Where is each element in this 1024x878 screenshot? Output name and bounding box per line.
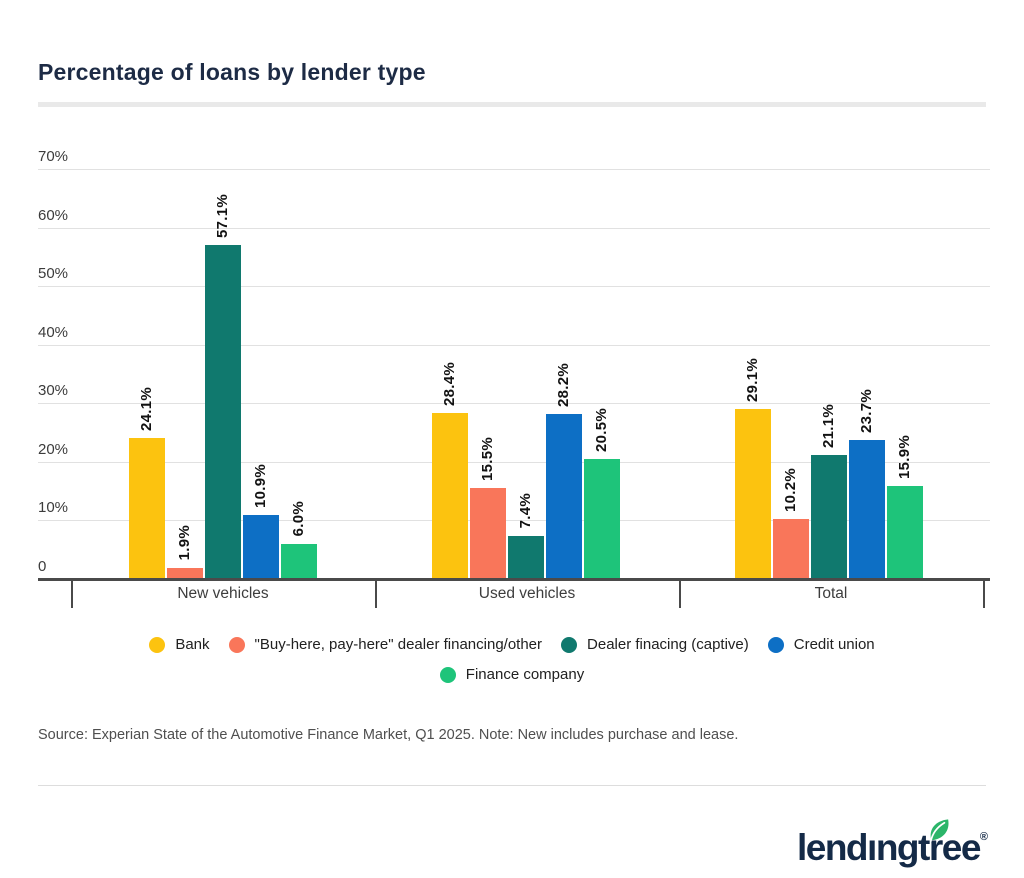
bar-value-label: 10.9% (252, 464, 269, 509)
y-axis-label: 0 (38, 558, 47, 575)
bar-total-series-2 (773, 519, 809, 579)
x-axis-tick (679, 579, 681, 608)
gridline-70% (38, 169, 990, 170)
y-axis-label: 40% (38, 323, 69, 341)
bar-used-vehicles-series-3 (508, 535, 544, 579)
bar-new-vehicles-series-1 (129, 437, 165, 579)
gridline-40% (38, 344, 990, 346)
bar-value-label: 24.1% (138, 386, 155, 431)
legend-row-2: Finance company (439, 666, 585, 683)
legend-dot-icon (228, 636, 245, 653)
y-axis-label: 60% (38, 206, 69, 224)
chart-title: Percentage of loans by lender type (38, 59, 426, 85)
title-divider (38, 102, 986, 107)
gridline-10% (38, 520, 990, 522)
bar-total-series-3 (811, 455, 847, 579)
bar-total-series-4 (849, 440, 885, 579)
legend-dot-icon (767, 636, 784, 653)
category-label-new-vehicles: New vehicles (177, 585, 269, 602)
x-axis-tick (983, 579, 985, 608)
bar-value-label: 57.1% (214, 193, 231, 238)
bar-used-vehicles-series-5 (584, 458, 620, 579)
chart-legend: Bank "Buy-here, pay-here" dealer financin… (0, 636, 1024, 683)
x-axis-tick (71, 579, 73, 608)
bar-used-vehicles-series-1 (432, 412, 468, 579)
legend-label: Finance company (465, 666, 585, 683)
bar-used-vehicles-series-4 (546, 413, 582, 579)
bar-new-vehicles-series-5 (281, 543, 317, 579)
logo-wordmark: lendı ngtree® (797, 819, 988, 868)
bar-value-label: 7.4% (517, 493, 534, 529)
bar-value-label: 23.7% (858, 389, 875, 434)
gridline-60% (38, 227, 990, 229)
y-axis-label: 70% (38, 148, 69, 165)
bar-value-label: 1.9% (176, 525, 193, 561)
gridline-50% (38, 286, 990, 288)
x-axis-tick (375, 579, 377, 608)
bar-value-label: 21.1% (820, 404, 837, 449)
bar-value-label: 10.2% (782, 468, 799, 513)
gridline-30% (38, 403, 990, 405)
legend-item-series-5: Finance company (439, 666, 585, 683)
source-note: Source: Experian State of the Automotive… (38, 727, 739, 743)
bar-total-series-1 (735, 408, 771, 579)
legend-label: Bank (175, 636, 210, 653)
bar-value-label: 15.9% (896, 434, 913, 479)
bar-value-label: 15.5% (479, 437, 496, 482)
bar-used-vehicles-series-2 (470, 488, 506, 579)
y-axis-label: 10% (38, 499, 69, 517)
bar-value-label: 28.2% (555, 362, 572, 407)
legend-label: Credit union (793, 636, 875, 653)
legend-dot-icon (149, 636, 166, 653)
legend-dot-icon (439, 666, 456, 683)
legend-label: Dealer finacing (captive) (587, 636, 749, 653)
lendingtree-logo: lendı ngtree® (797, 817, 988, 868)
leaf-icon (923, 810, 952, 843)
legend-label: "Buy-here, pay-here" dealer financing/ot… (254, 636, 543, 653)
legend-item-series-3: Dealer finacing (captive) (561, 636, 749, 653)
bar-value-label: 29.1% (744, 357, 761, 402)
y-axis-label: 30% (38, 382, 69, 400)
legend-item-series-2: "Buy-here, pay-here" dealer financing/ot… (228, 636, 543, 653)
y-axis-label: 50% (38, 265, 69, 283)
legend-row-1: Bank "Buy-here, pay-here" dealer financin… (149, 636, 875, 653)
gridline-20% (38, 461, 990, 463)
category-label-used-vehicles: Used vehicles (478, 585, 576, 602)
bar-total-series-5 (887, 485, 923, 579)
bar-value-label: 28.4% (441, 361, 458, 406)
bar-value-label: 6.0% (290, 501, 307, 537)
bar-new-vehicles-series-4 (243, 515, 279, 579)
bar-new-vehicles-series-3 (205, 244, 241, 579)
x-axis-line (38, 578, 990, 581)
registered-mark: ® (979, 831, 988, 843)
bar-value-label: 20.5% (593, 407, 610, 452)
category-label-total: Total (814, 585, 848, 602)
legend-item-series-4: Credit union (767, 636, 875, 653)
legend-item-series-1: Bank (149, 636, 210, 653)
y-axis-label: 20% (38, 440, 69, 458)
footer-divider (38, 785, 986, 786)
bar-new-vehicles-series-2 (167, 567, 203, 579)
legend-dot-icon (561, 636, 578, 653)
